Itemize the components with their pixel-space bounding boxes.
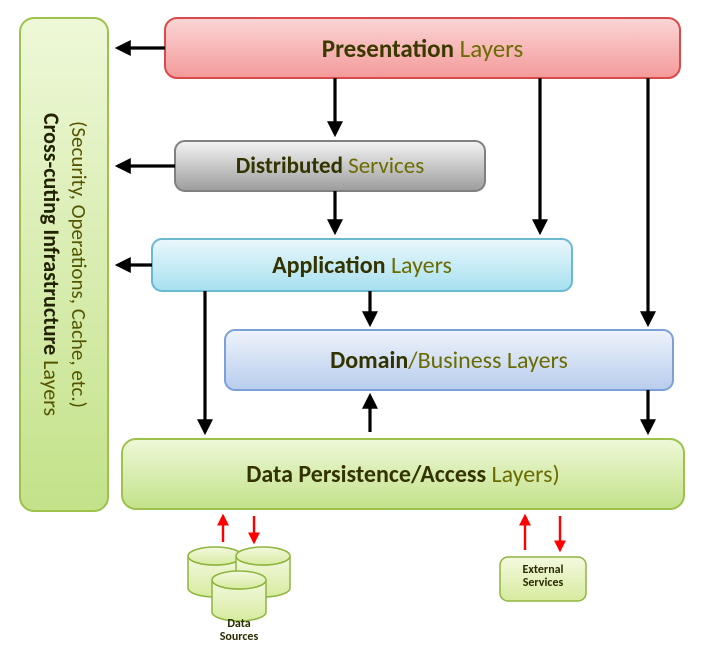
- architecture-diagram: Cross-cuting Infrastructure Layers(Secur…: [0, 0, 717, 647]
- application-label: Application Layers: [272, 251, 452, 280]
- crosscutting-title: Cross-cuting Infrastructure Layers: [39, 113, 66, 416]
- external-services-label: ExternalServices: [523, 563, 564, 590]
- presentation-label: Presentation Layers: [322, 33, 523, 64]
- crosscutting-subtitle: (Security, Operations, Cache, etc.): [66, 121, 92, 408]
- data-label: Data Persistence/Access Layers): [246, 460, 560, 489]
- domain-label: Domain/Business Layers: [330, 346, 568, 375]
- distributed-label: Distributed Services: [236, 152, 424, 180]
